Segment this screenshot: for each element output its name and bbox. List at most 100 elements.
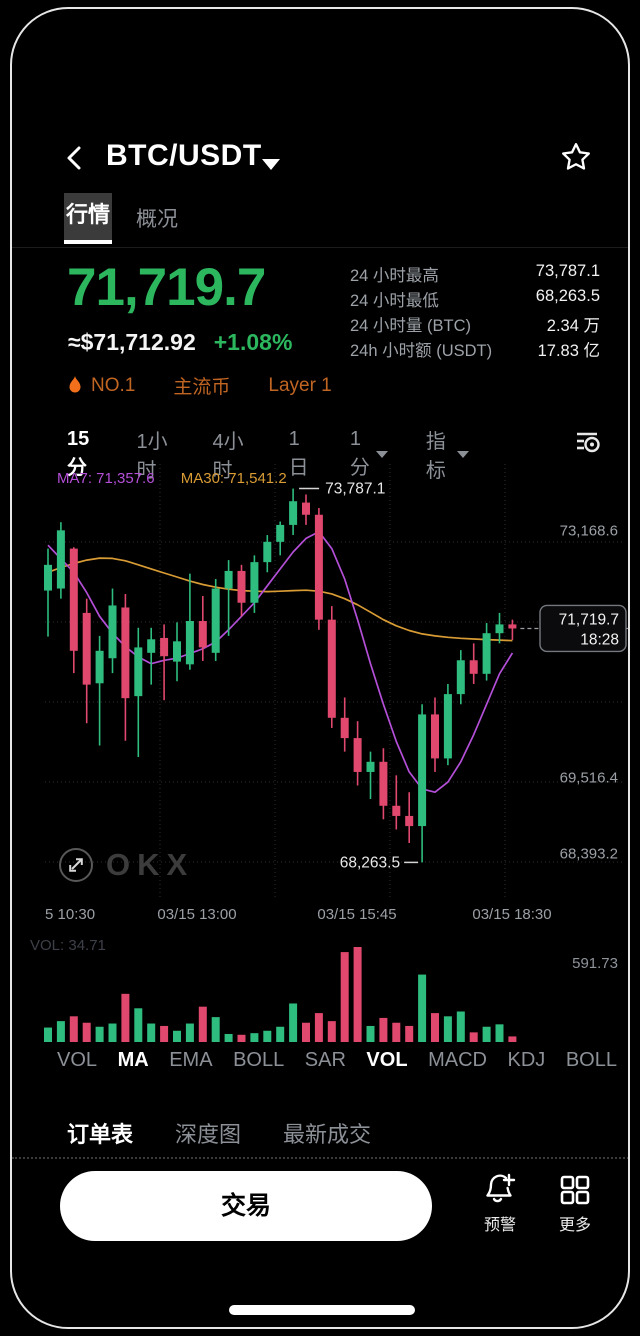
candle-body bbox=[147, 639, 156, 653]
interval-more-dropdown[interactable]: 1分 bbox=[350, 428, 388, 480]
candle-body bbox=[121, 607, 130, 699]
interval-1d[interactable]: 1日 bbox=[288, 428, 309, 479]
volume-chart[interactable]: VOL: 34.71 591.73 bbox=[12, 932, 630, 1050]
candle-body bbox=[237, 570, 246, 603]
interval-15m[interactable]: 15分 bbox=[67, 428, 90, 479]
badge-mainstream[interactable]: 主流币 bbox=[173, 377, 231, 398]
x-axis-label: 03/15 15:45 bbox=[317, 906, 396, 923]
interval-1h[interactable]: 1小时 bbox=[136, 431, 168, 482]
volume-bar bbox=[198, 1006, 207, 1042]
candlestick-chart[interactable]: 73,168.671,702.869,516.468,393.273,787.1… bbox=[12, 459, 630, 929]
interval-4h[interactable]: 4小时 bbox=[212, 431, 244, 482]
header-divider bbox=[12, 247, 628, 248]
candle-body bbox=[69, 548, 78, 651]
volume-bar bbox=[392, 1022, 401, 1042]
volume-bar bbox=[456, 1011, 465, 1042]
indicator-dropdown[interactable]: 指标 bbox=[426, 425, 470, 483]
favorite-star-icon[interactable] bbox=[560, 141, 592, 173]
dotted-divider bbox=[12, 1157, 628, 1159]
candle-body bbox=[276, 524, 285, 542]
candle-body bbox=[56, 530, 65, 589]
indicator-tab-macd-6[interactable]: MACD bbox=[428, 1049, 487, 1071]
candle-body bbox=[302, 502, 310, 515]
token-badges: NO.1 主流币 Layer 1 bbox=[67, 372, 370, 399]
volume-bar bbox=[134, 1008, 143, 1042]
volume-bar bbox=[418, 974, 427, 1042]
indicator-tab-sar-4[interactable]: SAR bbox=[304, 1049, 346, 1071]
pair-selector-caret-icon[interactable] bbox=[262, 159, 280, 170]
volume-bar bbox=[82, 1022, 91, 1042]
candle-body bbox=[160, 637, 169, 657]
bottom-tab-2[interactable]: 最新成交 bbox=[283, 1122, 372, 1147]
bottom-tab-0[interactable]: 订单表 bbox=[67, 1122, 134, 1147]
fiat-price-row: ≈$71,712.92 +1.08% bbox=[68, 329, 292, 356]
stats-panel: 24 小时最高 73,787.1 24 小时最低 68,263.5 24 小时量… bbox=[350, 262, 600, 362]
indicator-tab-vol-0[interactable]: VOL bbox=[57, 1049, 98, 1071]
orderbook-tab-bar: 订单表 深度图 最新成交 bbox=[67, 1117, 413, 1149]
current-price-label: 71,719.7 bbox=[559, 611, 619, 628]
volume-bar bbox=[95, 1026, 104, 1042]
price-alert-button[interactable]: 预警 bbox=[465, 1172, 535, 1235]
volume-bar bbox=[173, 1030, 181, 1042]
volume-bar bbox=[302, 1022, 310, 1042]
candle-body bbox=[379, 761, 388, 806]
current-price-badge bbox=[539, 604, 627, 653]
ma7-line bbox=[47, 530, 514, 794]
candle-body bbox=[366, 761, 375, 772]
volume-bar bbox=[44, 1027, 52, 1042]
candle-body bbox=[392, 805, 401, 816]
candle-body bbox=[340, 717, 349, 739]
badge-layer1[interactable]: Layer 1 bbox=[268, 374, 332, 396]
candle-body bbox=[198, 621, 207, 648]
candle-body bbox=[327, 619, 336, 718]
candle-body bbox=[443, 694, 452, 759]
volume-bar bbox=[379, 1017, 388, 1042]
volume-bar bbox=[508, 1036, 517, 1042]
indicator-tab-vol-5[interactable]: VOL bbox=[366, 1049, 408, 1071]
indicator-tab-kdj-7[interactable]: KDJ bbox=[507, 1049, 546, 1071]
volume-bar bbox=[495, 1024, 504, 1042]
flame-icon bbox=[69, 375, 81, 393]
chart-watermark: OKX bbox=[58, 847, 194, 883]
bottom-tab-1[interactable]: 深度图 bbox=[175, 1122, 242, 1147]
volume-bar bbox=[211, 1017, 220, 1042]
high-annotation: 73,787.1 bbox=[325, 481, 385, 498]
candle-body bbox=[482, 633, 491, 674]
tab-overview[interactable]: 概况 bbox=[136, 208, 178, 231]
volume-bar bbox=[353, 947, 362, 1042]
candle-body bbox=[134, 647, 143, 697]
x-axis-label: 03/15 13:00 bbox=[157, 906, 236, 923]
chart-settings-icon[interactable] bbox=[572, 427, 602, 457]
volume-bar bbox=[482, 1026, 491, 1042]
bell-plus-icon bbox=[486, 1173, 516, 1203]
expand-chart-icon[interactable] bbox=[58, 847, 94, 883]
page-title[interactable]: BTC/USDT bbox=[106, 139, 262, 172]
indicator-tab-ema-2[interactable]: EMA bbox=[169, 1049, 213, 1071]
candle-body bbox=[250, 562, 259, 603]
candle-body bbox=[185, 621, 194, 665]
volume-bar bbox=[431, 1013, 439, 1042]
volume-axis-max: 591.73 bbox=[572, 955, 618, 972]
volume-bar bbox=[327, 1021, 336, 1042]
interval-bar: 15分 1小时 4小时 1日 1分 指标 bbox=[67, 425, 507, 483]
volume-bar bbox=[237, 1034, 246, 1042]
trade-button[interactable]: 交易 bbox=[60, 1171, 432, 1241]
caret-down-icon bbox=[457, 450, 470, 458]
more-button[interactable]: 更多 bbox=[540, 1174, 610, 1235]
volume-bar bbox=[250, 1033, 259, 1042]
ma30-line bbox=[47, 557, 513, 642]
more-label: 更多 bbox=[558, 1217, 591, 1234]
tab-quotes[interactable]: 行情 bbox=[64, 193, 112, 240]
indicator-tab-boll-8[interactable]: BOLL bbox=[565, 1049, 617, 1071]
badge-rank[interactable]: NO.1 bbox=[67, 375, 135, 397]
grid-icon bbox=[560, 1175, 590, 1205]
indicator-tab-ma-1[interactable]: MA bbox=[117, 1049, 149, 1071]
indicator-tab-boll-3[interactable]: BOLL bbox=[233, 1049, 285, 1071]
back-icon[interactable] bbox=[62, 145, 88, 171]
candle-body bbox=[456, 660, 465, 695]
volume-bar bbox=[366, 1025, 375, 1042]
stat-24h-high: 24 小时最高 73,787.1 bbox=[350, 262, 600, 285]
phone-screen: BTC/USDT 行情 概况 71,719.7 ≈$71,712.92 +1.08… bbox=[10, 7, 630, 1329]
okx-logo: OKX bbox=[106, 847, 195, 882]
volume-bar bbox=[314, 1013, 323, 1042]
